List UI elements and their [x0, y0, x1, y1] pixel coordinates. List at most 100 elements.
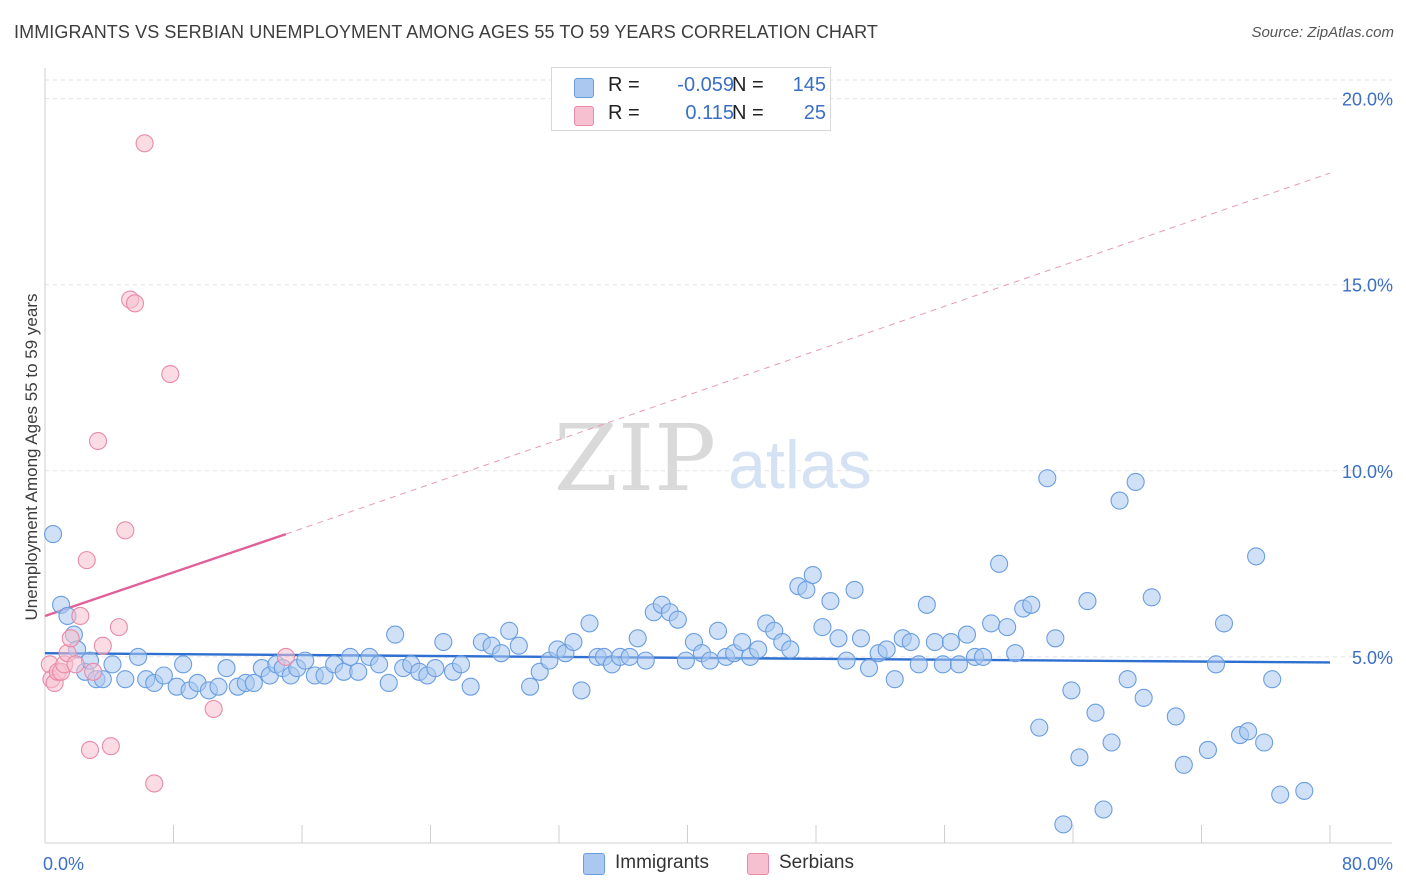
- data-point-serbians: [116, 521, 135, 540]
- data-point-immigrants: [829, 629, 848, 648]
- data-point-immigrants: [580, 614, 599, 633]
- data-point-immigrants: [636, 651, 655, 670]
- tick-labels: 5.0% 10.0% 15.0% 20.0% 0.0% 80.0%: [43, 90, 1393, 874]
- data-point-immigrants: [821, 592, 840, 611]
- data-point-immigrants: [885, 670, 904, 689]
- data-point-serbians: [276, 647, 295, 666]
- data-point-immigrants: [1030, 718, 1049, 737]
- data-point-immigrants: [973, 647, 993, 666]
- data-point-immigrants: [1255, 733, 1274, 752]
- watermark: ZIP atlas: [554, 405, 872, 512]
- data-point-immigrants: [572, 681, 591, 700]
- legend-r-label: R =: [608, 102, 640, 124]
- data-point-immigrants: [1070, 748, 1089, 767]
- data-point-serbians: [145, 774, 164, 793]
- watermark-atlas: atlas: [728, 427, 872, 503]
- data-point-immigrants: [1022, 595, 1041, 614]
- data-point-immigrants: [509, 636, 528, 655]
- data-point-immigrants: [933, 655, 952, 674]
- data-point-immigrants: [1295, 781, 1314, 800]
- legend-swatch-immigrants: [574, 78, 594, 98]
- data-point-immigrants: [1271, 785, 1290, 804]
- data-point-immigrants: [901, 632, 920, 652]
- data-point-immigrants: [500, 621, 519, 640]
- data-point-serbians: [88, 431, 108, 451]
- data-point-immigrants: [803, 565, 822, 585]
- data-point-immigrants: [154, 666, 173, 685]
- data-point-immigrants: [434, 632, 453, 652]
- data-point-immigrants: [781, 640, 800, 659]
- legend-r-value: 0.115: [685, 102, 734, 124]
- data-point-immigrants: [174, 655, 193, 674]
- data-point-immigrants: [708, 621, 728, 640]
- data-point-immigrants: [1263, 670, 1282, 689]
- data-point-immigrants: [990, 554, 1009, 573]
- data-point-immigrants: [1110, 491, 1129, 510]
- data-point-immigrants: [1142, 588, 1161, 607]
- x-tick-label: 0.0%: [43, 854, 84, 874]
- chart-title: IMMIGRANTS VS SERBIAN UNEMPLOYMENT AMONG…: [14, 22, 879, 42]
- data-point-immigrants: [426, 659, 445, 678]
- data-point-immigrants: [1206, 655, 1226, 674]
- trend-line-serbians: [44, 532, 287, 618]
- data-point-immigrants: [1214, 614, 1234, 633]
- data-point-immigrants: [998, 618, 1017, 637]
- data-point-immigrants: [1102, 733, 1121, 752]
- y-axis-label: Unemployment Among Ages 55 to 59 years: [22, 294, 41, 621]
- data-point-immigrants: [103, 655, 122, 674]
- data-point-immigrants: [1054, 815, 1073, 834]
- data-point-immigrants: [877, 640, 896, 659]
- data-point-serbians: [204, 699, 223, 719]
- data-point-immigrants: [1006, 644, 1025, 663]
- data-point-immigrants: [521, 677, 540, 696]
- legend-swatch-serbians: [574, 106, 594, 126]
- data-points: [40, 134, 1314, 834]
- data-point-immigrants: [217, 659, 236, 678]
- data-point-immigrants: [813, 618, 832, 637]
- data-point-serbians: [77, 551, 96, 570]
- data-point-immigrants: [1118, 670, 1137, 689]
- data-point-serbians: [101, 737, 120, 756]
- data-point-immigrants: [1174, 755, 1193, 774]
- data-point-immigrants: [1038, 469, 1057, 488]
- legend-n-label: N =: [732, 102, 764, 124]
- axes: [44, 68, 1392, 844]
- data-point-immigrants: [1046, 629, 1065, 648]
- data-point-immigrants: [700, 651, 720, 670]
- series-swatch-immigrants: [583, 853, 605, 875]
- legend-n-value: 25: [803, 102, 826, 124]
- data-point-immigrants: [628, 629, 647, 648]
- data-point-immigrants: [676, 651, 695, 670]
- data-point-immigrants: [1078, 592, 1097, 611]
- data-point-immigrants: [1198, 740, 1217, 760]
- y-tick-label: 10.0%: [1342, 462, 1393, 482]
- data-point-serbians: [109, 618, 128, 637]
- correlation-legend: R = -0.059 N = 145 R = 0.115 N = 25: [551, 67, 831, 131]
- trend-line-extension-serbians: [285, 172, 1331, 535]
- data-point-immigrants: [851, 629, 871, 648]
- data-point-immigrants: [209, 677, 228, 696]
- data-point-immigrants: [349, 662, 368, 681]
- data-point-immigrants: [917, 595, 936, 614]
- data-point-immigrants: [386, 625, 405, 644]
- data-point-serbians: [61, 629, 80, 648]
- data-point-immigrants: [1062, 681, 1081, 700]
- data-point-immigrants: [797, 580, 816, 599]
- data-point-serbians: [135, 134, 154, 153]
- legend-n-label: N =: [732, 74, 764, 96]
- legend-n-value: 145: [792, 74, 826, 96]
- series-swatch-serbians: [747, 853, 769, 875]
- data-point-immigrants: [43, 525, 63, 544]
- data-point-immigrants: [296, 651, 315, 670]
- data-point-immigrants: [564, 632, 583, 652]
- data-point-immigrants: [129, 647, 148, 666]
- data-point-immigrants: [244, 673, 263, 693]
- series-label-serbians: Serbians: [779, 852, 854, 873]
- y-tick-label: 20.0%: [1342, 90, 1393, 110]
- data-point-immigrants: [1126, 472, 1145, 492]
- watermark-zip: ZIP: [554, 405, 716, 512]
- data-point-immigrants: [1094, 800, 1113, 819]
- data-point-immigrants: [925, 632, 944, 652]
- data-point-immigrants: [451, 655, 471, 674]
